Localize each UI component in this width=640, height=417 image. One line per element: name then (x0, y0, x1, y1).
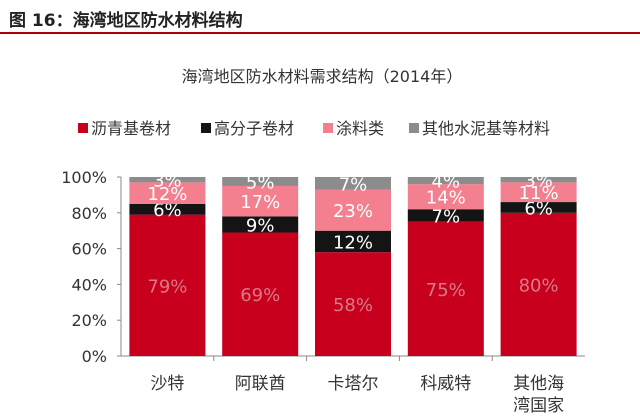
bar-segment (500, 177, 577, 183)
legend-label: 高分子卷材 (214, 119, 294, 138)
legend-swatch (323, 123, 333, 133)
data-label: 7% (339, 174, 368, 195)
data-label: 80% (519, 275, 559, 296)
bar-segment (500, 212, 577, 356)
data-label: 3% (153, 171, 182, 192)
x-tick-label: 阿联酋 (235, 374, 286, 394)
figure-title: 图 16：海湾地区防水材料结构 (9, 11, 243, 31)
legend-swatch (409, 123, 419, 133)
data-label: 23% (333, 201, 373, 222)
y-tick-label: 40% (71, 275, 107, 294)
data-label: 12% (147, 184, 187, 205)
figure-header: 图 16：海湾地区防水材料结构 (0, 0, 640, 34)
legend: 沥青基卷材 高分子卷材 涂料类 其他水泥基等材料 (78, 119, 550, 138)
legend-label: 涂料类 (336, 119, 384, 138)
bar-segment (500, 182, 577, 203)
data-label: 14% (426, 188, 466, 209)
bar-segment (222, 216, 299, 233)
x-tick-label: 沙特 (150, 374, 184, 394)
data-label: 17% (240, 192, 280, 213)
data-label: 6% (153, 200, 182, 221)
plot-area: 0%20%40%60%80%100%79%6%12%3%沙特69%9%17%5%… (61, 168, 585, 416)
data-label: 9% (246, 215, 275, 236)
data-label: 6% (524, 198, 553, 219)
bar-segment (315, 189, 391, 231)
y-tick-label: 60% (71, 240, 107, 259)
data-label: 5% (246, 172, 275, 193)
legend-swatch (78, 123, 88, 133)
data-label: 11% (519, 183, 559, 204)
data-label: 79% (147, 276, 187, 297)
legend-swatch (201, 123, 211, 133)
header-rule (0, 32, 640, 34)
y-tick-label: 100% (61, 168, 107, 187)
bar-segment (129, 177, 206, 183)
data-label: 7% (432, 206, 461, 227)
data-label: 69% (240, 285, 280, 306)
data-label: 75% (426, 280, 466, 301)
bar-segment (129, 182, 206, 204)
y-tick-label: 0% (82, 347, 107, 366)
legend-label: 沥青基卷材 (91, 119, 171, 138)
bar-segment (407, 221, 484, 356)
bar-segment (222, 232, 299, 356)
y-tick-label: 80% (71, 204, 107, 223)
x-tick-label: 科威特 (420, 374, 471, 394)
bar-segment (315, 252, 391, 356)
legend-label: 其他水泥基等材料 (422, 119, 550, 138)
data-label: 4% (432, 172, 461, 193)
x-tick-label: 卡塔尔 (328, 374, 379, 394)
bar-segment (500, 202, 577, 213)
x-tick-label: 其他海湾国家 (513, 374, 564, 416)
data-label: 12% (333, 232, 373, 253)
bar-segment (407, 177, 484, 185)
bar-segment (222, 177, 299, 186)
bar-segment (315, 230, 391, 253)
chart-title: 海湾地区防水材料需求结构（2014年） (182, 67, 463, 86)
data-label: 58% (333, 295, 373, 316)
bar-segment (407, 184, 484, 210)
bar-segment (315, 177, 391, 190)
bar-segment (407, 209, 484, 222)
data-label: 3% (524, 171, 553, 192)
bar-segment (129, 214, 206, 356)
bar-segment (129, 203, 206, 215)
y-tick-label: 20% (71, 311, 107, 330)
bar-segment (222, 185, 299, 217)
